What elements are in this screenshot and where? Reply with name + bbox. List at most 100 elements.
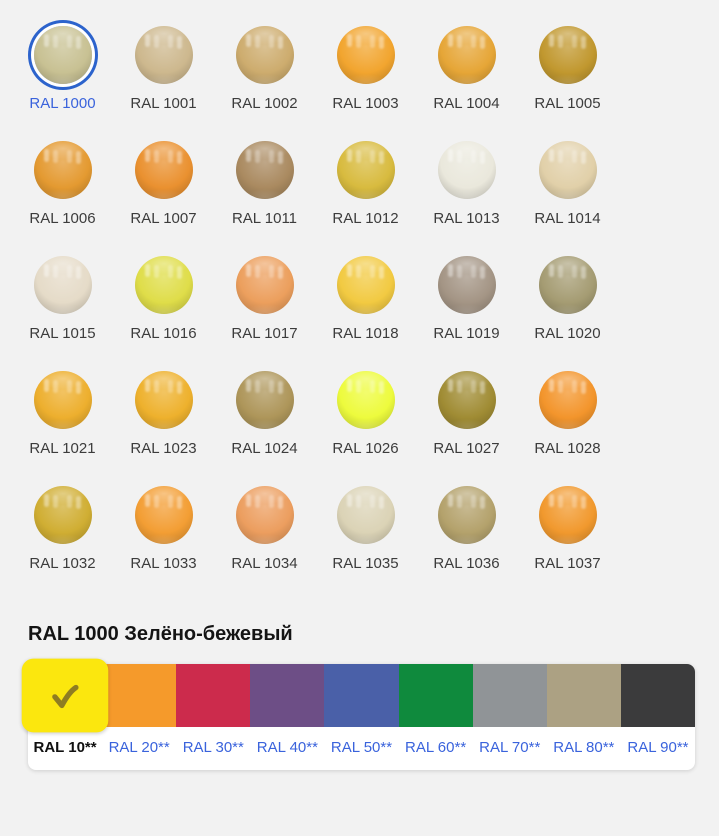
- series-swatch[interactable]: [472, 664, 547, 727]
- color-grid-item[interactable]: RAL 1015: [12, 256, 113, 371]
- color-ball[interactable]: [33, 486, 92, 544]
- series-tab[interactable]: RAL 90**: [627, 739, 689, 756]
- color-ball[interactable]: [336, 256, 395, 314]
- color-grid-item[interactable]: RAL 1021: [12, 371, 113, 486]
- color-code-label[interactable]: RAL 1014: [534, 210, 601, 227]
- color-code-label[interactable]: RAL 1002: [231, 95, 298, 112]
- color-code-label[interactable]: RAL 1013: [433, 210, 500, 227]
- color-code-label[interactable]: RAL 1033: [130, 555, 197, 572]
- color-code-label[interactable]: RAL 1016: [130, 325, 197, 342]
- series-swatch[interactable]: [250, 664, 325, 727]
- series-swatch[interactable]: [398, 664, 473, 727]
- series-tab[interactable]: RAL 20**: [108, 739, 170, 756]
- color-grid-item[interactable]: RAL 1016: [113, 256, 214, 371]
- color-code-label[interactable]: RAL 1021: [29, 440, 96, 457]
- series-swatch[interactable]: [546, 664, 621, 727]
- color-code-label[interactable]: RAL 1027: [433, 440, 500, 457]
- color-grid-item[interactable]: RAL 1011: [214, 141, 315, 256]
- color-grid-item[interactable]: RAL 1013: [416, 141, 517, 256]
- series-swatch[interactable]: [21, 658, 109, 733]
- color-code-label[interactable]: RAL 1004: [433, 95, 500, 112]
- color-ball[interactable]: [336, 486, 395, 544]
- color-grid-item[interactable]: RAL 1014: [517, 141, 618, 256]
- color-grid-item[interactable]: RAL 1007: [113, 141, 214, 256]
- color-grid-item[interactable]: RAL 1035: [315, 486, 416, 601]
- color-code-label[interactable]: RAL 1036: [433, 555, 500, 572]
- color-ball[interactable]: [235, 486, 294, 544]
- color-code-label[interactable]: RAL 1028: [534, 440, 601, 457]
- color-ball[interactable]: [437, 141, 496, 199]
- color-ball[interactable]: [235, 26, 294, 84]
- color-grid-item[interactable]: RAL 1032: [12, 486, 113, 601]
- color-code-label[interactable]: RAL 1035: [332, 555, 399, 572]
- color-grid-item[interactable]: RAL 1028: [517, 371, 618, 486]
- color-ball[interactable]: [437, 256, 496, 314]
- color-grid-item[interactable]: RAL 1023: [113, 371, 214, 486]
- color-grid-item[interactable]: RAL 1017: [214, 256, 315, 371]
- color-grid-item[interactable]: RAL 1036: [416, 486, 517, 601]
- color-code-label[interactable]: RAL 1017: [231, 325, 298, 342]
- color-code-label[interactable]: RAL 1011: [231, 210, 298, 227]
- color-ball[interactable]: [437, 486, 496, 544]
- series-tab[interactable]: RAL 10**: [33, 739, 97, 756]
- color-grid-item[interactable]: RAL 1003: [315, 26, 416, 141]
- color-ball[interactable]: [134, 141, 193, 199]
- color-ball[interactable]: [235, 371, 294, 429]
- color-code-label[interactable]: RAL 1020: [534, 325, 601, 342]
- color-ball[interactable]: [538, 141, 597, 199]
- color-grid-item[interactable]: RAL 1012: [315, 141, 416, 256]
- color-grid-item[interactable]: RAL 1006: [12, 141, 113, 256]
- color-ball[interactable]: [33, 371, 92, 429]
- color-grid-item[interactable]: RAL 1004: [416, 26, 517, 141]
- series-tab[interactable]: RAL 70**: [479, 739, 541, 756]
- color-ball[interactable]: [538, 371, 597, 429]
- color-grid-item[interactable]: RAL 1026: [315, 371, 416, 486]
- color-code-label[interactable]: RAL 1018: [332, 325, 399, 342]
- series-tab[interactable]: RAL 80**: [553, 739, 615, 756]
- color-code-label[interactable]: RAL 1019: [433, 325, 500, 342]
- color-ball[interactable]: [336, 141, 395, 199]
- color-grid-item[interactable]: RAL 1001: [113, 26, 214, 141]
- color-ball[interactable]: [336, 26, 395, 84]
- color-code-label[interactable]: RAL 1026: [332, 440, 399, 457]
- color-ball[interactable]: [235, 256, 294, 314]
- series-tab[interactable]: RAL 60**: [405, 739, 467, 756]
- series-tab[interactable]: RAL 50**: [330, 739, 393, 756]
- color-code-label[interactable]: RAL 1032: [29, 555, 96, 572]
- color-ball[interactable]: [538, 256, 597, 314]
- color-ball[interactable]: [336, 371, 395, 429]
- color-grid-item[interactable]: RAL 1020: [517, 256, 618, 371]
- color-grid-item[interactable]: RAL 1005: [517, 26, 618, 141]
- color-code-label[interactable]: RAL 1023: [130, 440, 197, 457]
- series-swatch[interactable]: [620, 664, 695, 727]
- color-ball[interactable]: [538, 26, 597, 84]
- color-grid-item[interactable]: RAL 1024: [214, 371, 315, 486]
- color-ball[interactable]: [437, 371, 496, 429]
- color-code-label[interactable]: RAL 1034: [231, 555, 298, 572]
- color-grid-item[interactable]: RAL 1033: [113, 486, 214, 601]
- color-code-label[interactable]: RAL 1005: [534, 95, 601, 112]
- color-grid-item[interactable]: RAL 1018: [315, 256, 416, 371]
- color-grid-item[interactable]: RAL 1019: [416, 256, 517, 371]
- color-code-label[interactable]: RAL 1012: [332, 210, 399, 227]
- color-code-label[interactable]: RAL 1006: [29, 210, 96, 227]
- color-ball[interactable]: [134, 26, 193, 84]
- color-ball[interactable]: [33, 141, 92, 199]
- color-ball[interactable]: [134, 371, 193, 429]
- color-ball[interactable]: [134, 486, 193, 544]
- color-code-label[interactable]: RAL 1015: [29, 325, 96, 342]
- color-ball[interactable]: [33, 26, 92, 84]
- color-code-label[interactable]: RAL 1000: [29, 95, 96, 112]
- series-tab[interactable]: RAL 30**: [182, 739, 244, 756]
- color-ball[interactable]: [235, 141, 294, 199]
- color-grid-item[interactable]: RAL 1002: [214, 26, 315, 141]
- color-code-label[interactable]: RAL 1024: [231, 440, 298, 457]
- series-tab[interactable]: RAL 40**: [256, 739, 318, 756]
- color-code-label[interactable]: RAL 1003: [332, 95, 399, 112]
- color-code-label[interactable]: RAL 1001: [130, 95, 197, 112]
- color-code-label[interactable]: RAL 1037: [534, 555, 601, 572]
- color-ball[interactable]: [538, 486, 597, 544]
- series-swatch[interactable]: [176, 664, 251, 727]
- series-swatch[interactable]: [324, 664, 399, 727]
- color-grid-item[interactable]: RAL 1027: [416, 371, 517, 486]
